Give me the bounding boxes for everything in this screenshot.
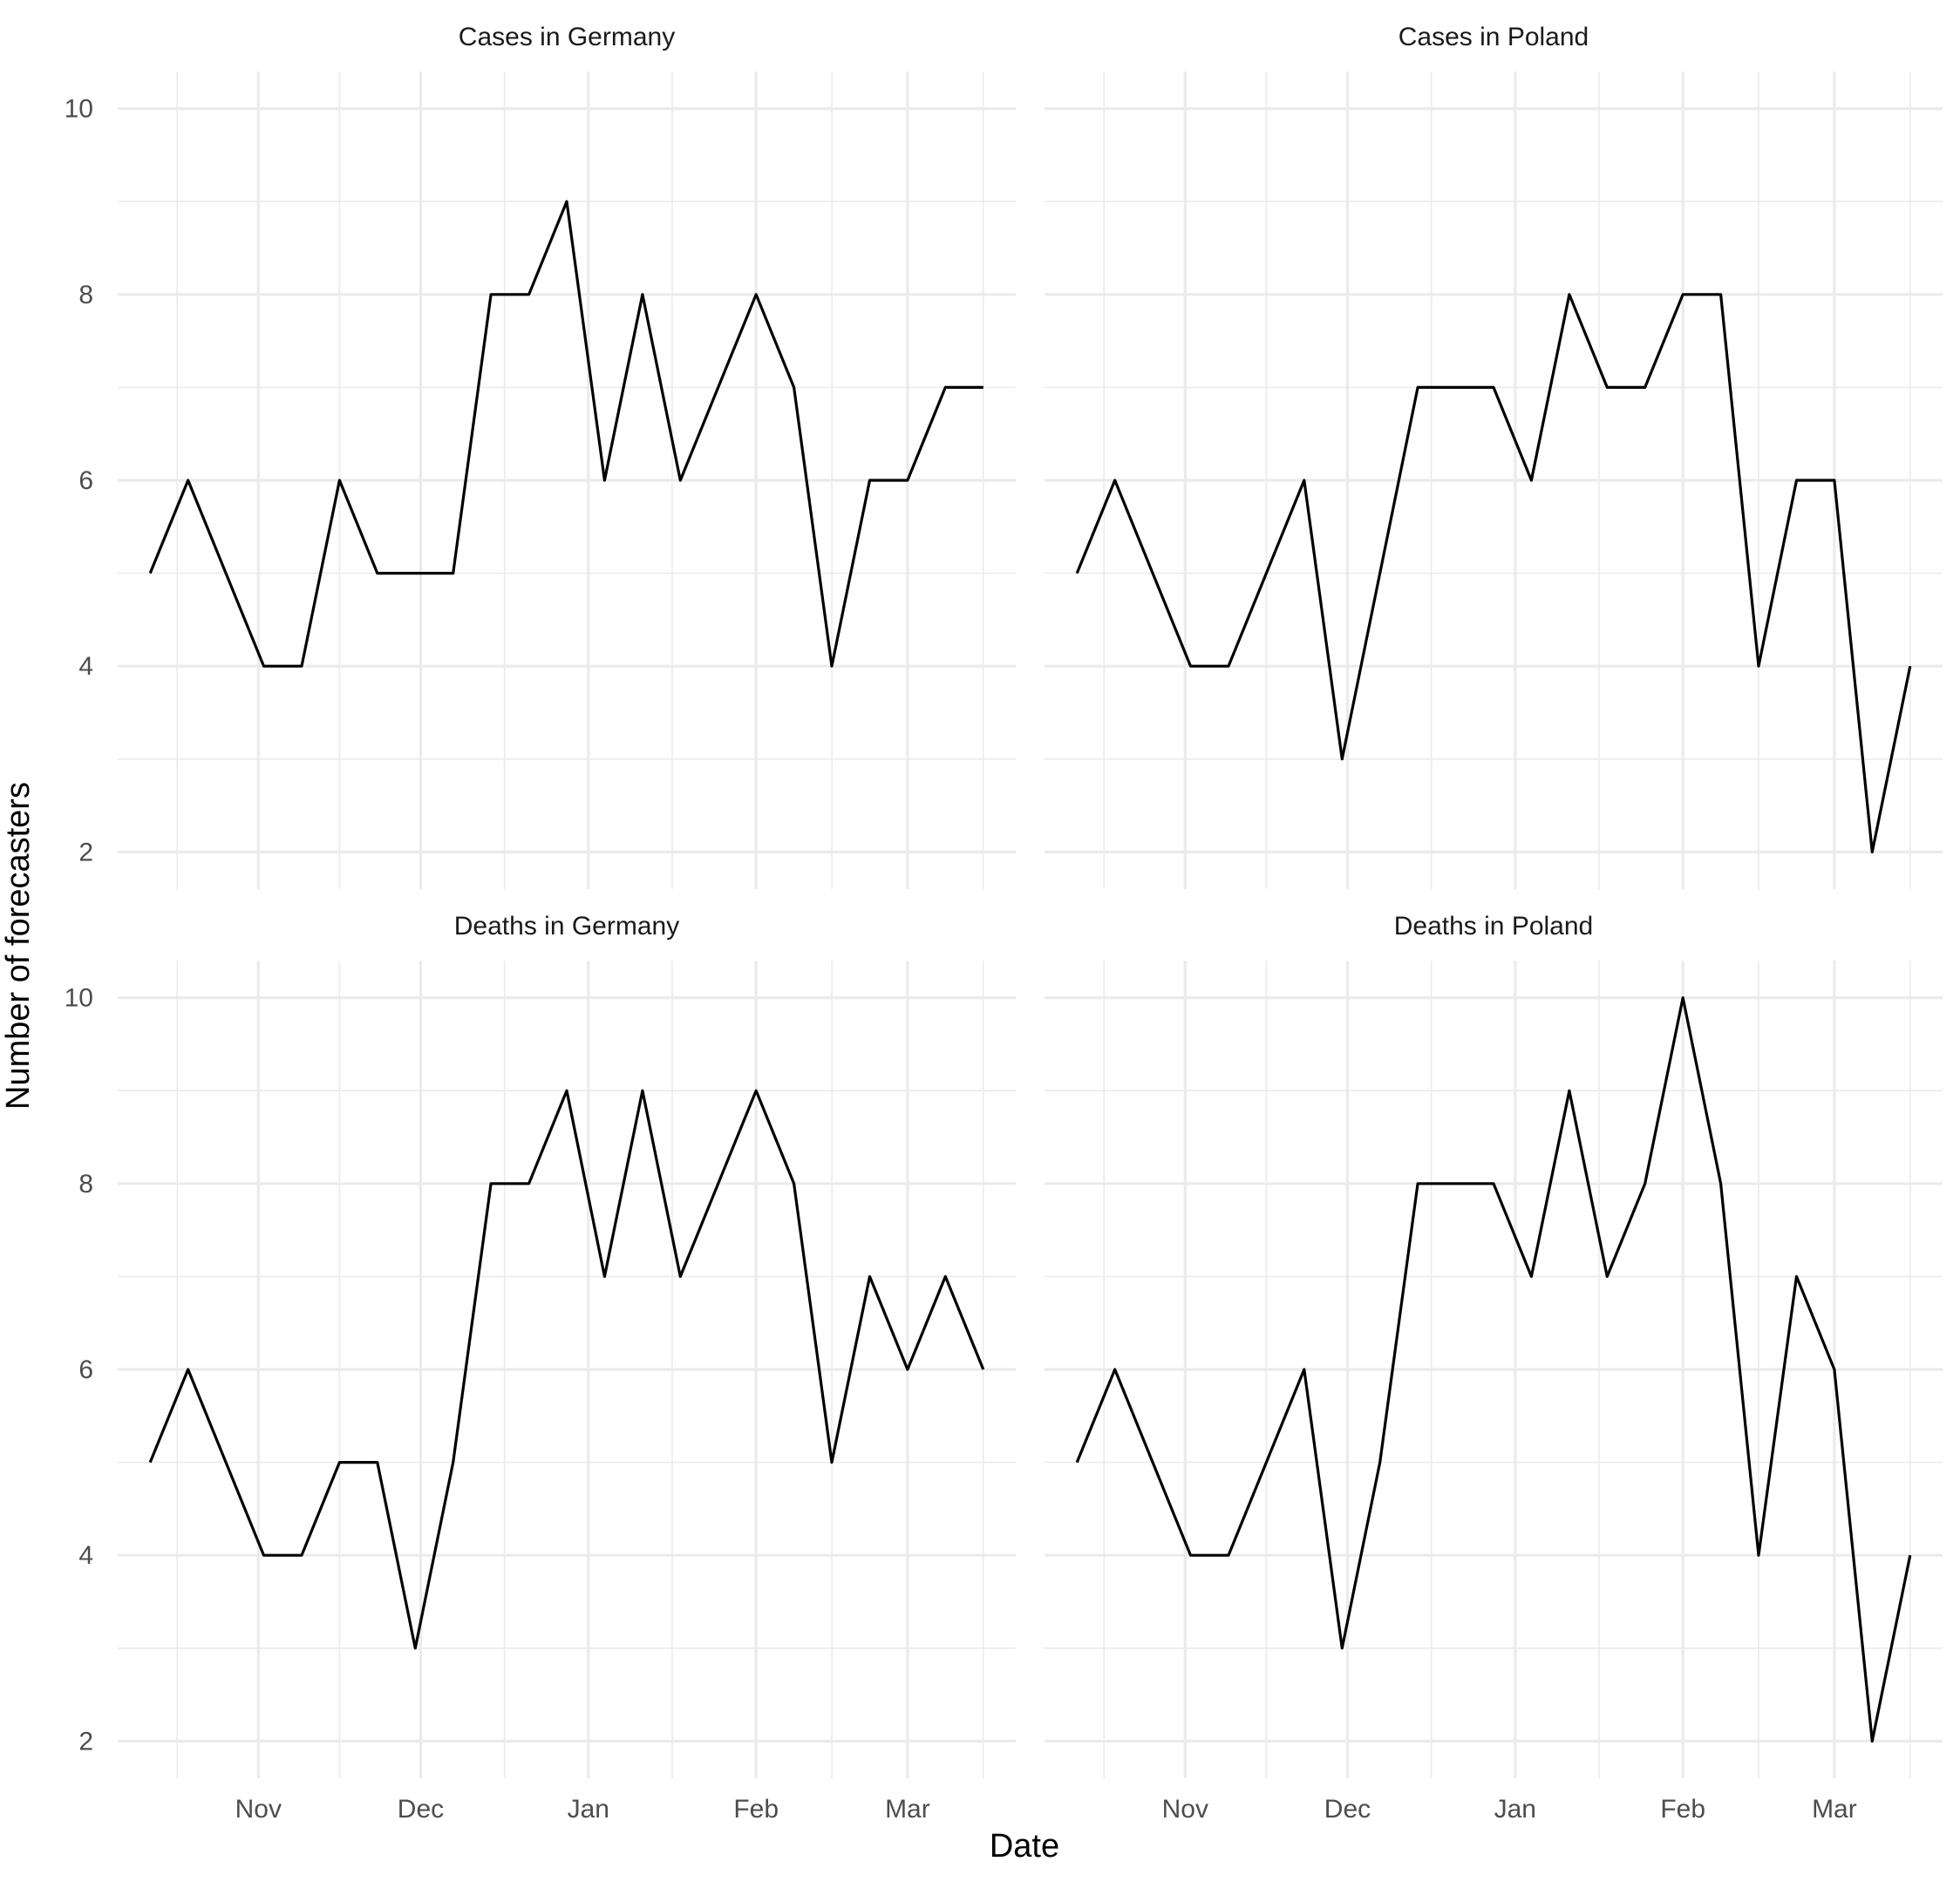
x-tick-label: Dec <box>398 1795 444 1824</box>
y-tick-label: 2 <box>78 838 93 866</box>
y-tick-label: 8 <box>78 281 93 309</box>
series-line <box>1075 995 1912 1743</box>
facet-title: Cases in Poland <box>1399 23 1589 51</box>
x-tick-label: Feb <box>733 1795 779 1824</box>
x-tick-label: Mar <box>885 1795 930 1824</box>
x-tick-label: Jan <box>1494 1795 1536 1824</box>
y-axis-title: Number of forecasters <box>0 782 37 1110</box>
facet-title: Deaths in Germany <box>454 912 679 941</box>
y-tick-label: 6 <box>78 466 93 495</box>
x-tick-label: Jan <box>568 1795 609 1824</box>
panel-deaths-in-poland: Deaths in Poland Nov Dec Jan Feb Mar <box>1045 912 1943 1824</box>
facet-title: Deaths in Poland <box>1394 912 1594 941</box>
y-tick-label: 6 <box>78 1355 93 1384</box>
series-line <box>1075 293 1912 854</box>
facet-title: Cases in Germany <box>459 23 675 51</box>
panel-deaths-in-germany: Deaths in Germany 2 4 6 8 10 Nov Dec Jan Feb Mar <box>65 912 1016 1824</box>
y-tick-label: 4 <box>78 652 93 681</box>
y-tick-label: 10 <box>65 95 93 124</box>
y-tick-label: 8 <box>78 1170 93 1199</box>
y-tick-label: 4 <box>78 1541 93 1570</box>
x-tick-label: Nov <box>235 1795 282 1824</box>
series-line <box>148 1089 985 1650</box>
y-tick-label: 2 <box>78 1727 93 1756</box>
y-tick-label: 10 <box>65 984 93 1013</box>
x-tick-label: Mar <box>1812 1795 1857 1824</box>
series-line <box>148 200 983 668</box>
panel-cases-in-poland: Cases in Poland <box>1045 23 1943 889</box>
x-tick-label: Feb <box>1660 1795 1705 1824</box>
x-tick-label: Dec <box>1324 1795 1371 1824</box>
x-tick-label: Nov <box>1162 1795 1208 1824</box>
panel-cases-in-germany: Cases in Germany 2 4 6 8 10 <box>65 23 1016 889</box>
x-axis-title: Date <box>990 1828 1059 1865</box>
